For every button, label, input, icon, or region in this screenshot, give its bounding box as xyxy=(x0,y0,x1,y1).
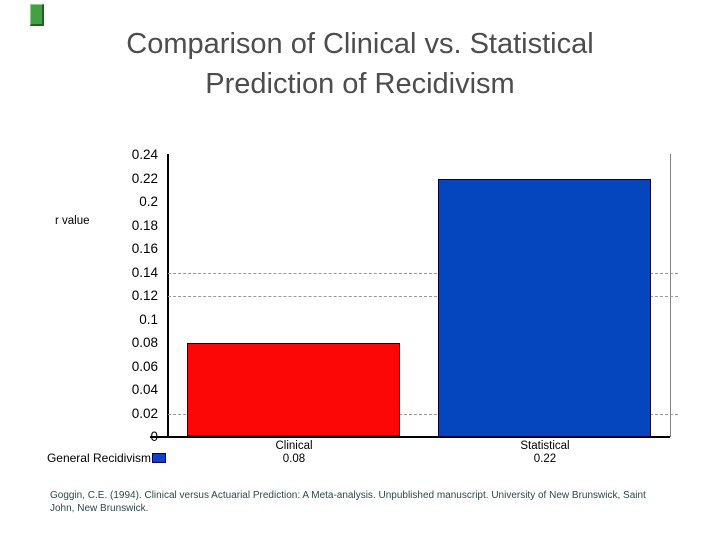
slide-title-line1: Comparison of Clinical vs. Statistical xyxy=(126,28,594,60)
plot-right-border xyxy=(670,154,671,437)
y-tick-0.08: 0.08 xyxy=(131,335,158,350)
green-accent-bar xyxy=(30,4,44,26)
legend-label: General Recidivism xyxy=(46,451,151,465)
y-tick-0.14: 0.14 xyxy=(131,265,158,280)
bar-statistical xyxy=(438,179,651,437)
gridline-0.02 xyxy=(168,414,678,415)
bar-clinical xyxy=(187,343,400,436)
value-label-clinical: 0.08 xyxy=(282,453,306,465)
legend: General Recidivism xyxy=(40,451,166,465)
value-label-statistical: 0.22 xyxy=(533,453,557,465)
slide-title-line2: Prediction of Recidivism xyxy=(205,68,515,100)
citation-line2: John, New Brunswick. xyxy=(50,503,149,514)
y-tick-0.04: 0.04 xyxy=(131,382,158,397)
category-label-clinical: Clinical xyxy=(275,440,313,452)
y-axis-title: r value xyxy=(55,215,90,227)
y-tick-0.24: 0.24 xyxy=(131,147,158,162)
category-label-statistical: Statistical xyxy=(520,440,570,452)
y-tick-0: 0 xyxy=(150,429,158,444)
y-tick-0.2: 0.2 xyxy=(139,194,158,209)
y-tick-0.02: 0.02 xyxy=(131,406,158,421)
y-tick-0.1: 0.1 xyxy=(139,312,158,327)
gridline-0.14 xyxy=(168,273,678,274)
citation-line1: Goggin, C.E. (1994). Clinical versus Act… xyxy=(50,490,646,501)
slide-title: Comparison of Clinical vs. Statistical P… xyxy=(0,24,720,104)
y-tick-0.16: 0.16 xyxy=(131,241,158,256)
x-axis-line xyxy=(150,436,670,438)
legend-color-swatch xyxy=(152,453,166,463)
citation: Goggin, C.E. (1994). Clinical versus Act… xyxy=(50,489,690,515)
gridline-0.12 xyxy=(168,296,678,297)
y-tick-0.12: 0.12 xyxy=(131,288,158,303)
y-tick-0.22: 0.22 xyxy=(131,171,158,186)
y-tick-0.06: 0.06 xyxy=(131,359,158,374)
y-tick-0.18: 0.18 xyxy=(131,218,158,233)
